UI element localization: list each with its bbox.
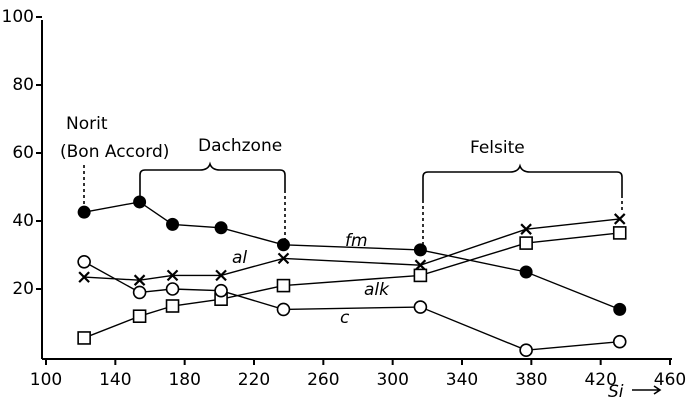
bracket <box>139 161 286 205</box>
point <box>165 299 180 313</box>
point <box>276 302 291 317</box>
point <box>166 217 180 231</box>
annotation: Dachzone <box>198 136 282 156</box>
point <box>413 300 428 314</box>
series-label: c <box>340 308 350 328</box>
x-tick-label: 340 <box>446 370 478 390</box>
point <box>77 331 91 345</box>
point <box>77 205 91 219</box>
point <box>133 274 146 286</box>
point <box>215 269 227 282</box>
point <box>132 285 147 300</box>
x-axis-label: Si <box>608 382 624 402</box>
point <box>612 334 627 349</box>
point <box>277 252 290 265</box>
point <box>77 254 91 269</box>
y-tick-label: 60 <box>12 143 34 163</box>
point <box>613 213 626 225</box>
point <box>519 265 533 279</box>
x-tick-label: 380 <box>515 370 547 390</box>
point <box>165 282 180 296</box>
bracket <box>422 163 623 200</box>
x-tick-label: 300 <box>376 370 408 390</box>
point <box>132 309 147 324</box>
point <box>413 243 427 257</box>
y-tick-label: 40 <box>12 211 34 231</box>
series-label: alk <box>364 280 390 300</box>
x-tick-label: 260 <box>307 370 339 390</box>
annotation: (Bon Accord) <box>60 142 169 162</box>
point <box>613 302 627 316</box>
point <box>414 259 427 271</box>
point <box>520 223 532 235</box>
point <box>276 278 291 293</box>
point <box>413 268 428 283</box>
point <box>78 271 90 283</box>
point <box>214 221 228 235</box>
y-tick-label: 20 <box>12 279 34 299</box>
bracket <box>422 195 623 245</box>
point <box>519 236 533 250</box>
series-line <box>84 218 620 281</box>
point <box>166 269 179 282</box>
series-label: fm <box>345 231 368 251</box>
point <box>133 195 147 209</box>
point <box>612 226 627 240</box>
annotation: Norit <box>66 114 108 134</box>
y-tick-label: 100 <box>2 7 34 27</box>
x-tick-label: 460 <box>654 370 686 390</box>
x-tick-label: 140 <box>99 370 131 390</box>
x-tick-label: 180 <box>168 370 200 390</box>
annotation: Felsite <box>470 138 525 158</box>
x-tick-label: 100 <box>30 370 62 390</box>
series-label: al <box>232 248 247 268</box>
point <box>519 343 533 358</box>
series-line <box>84 201 620 311</box>
arrow <box>632 385 662 395</box>
series-line <box>83 261 620 351</box>
y-tick-label: 80 <box>12 75 34 95</box>
x-tick-label: 420 <box>584 370 616 390</box>
x-tick-label: 220 <box>238 370 270 390</box>
point <box>214 283 228 298</box>
point <box>276 238 290 252</box>
